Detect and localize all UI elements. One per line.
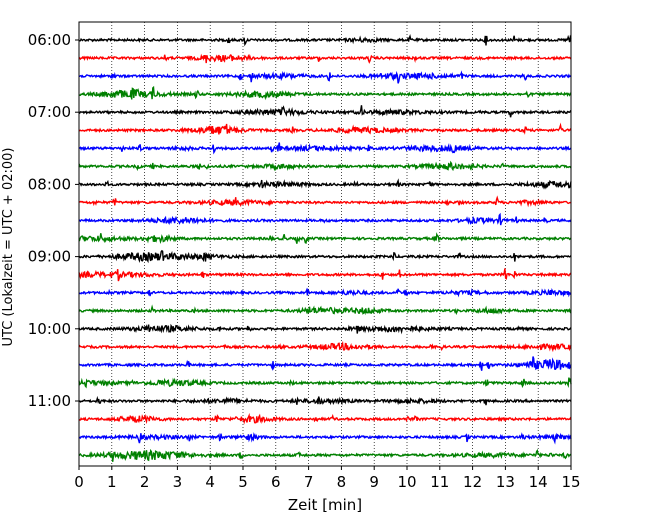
x-tick-label: 2 [140, 473, 150, 491]
trace-row [78, 268, 572, 282]
trace-row [78, 195, 572, 208]
trace-row [78, 412, 572, 425]
trace-row [78, 232, 572, 244]
trace-row [78, 53, 572, 64]
trace-row [78, 448, 572, 462]
x-tick-label: 12 [463, 473, 482, 491]
x-tick-label: 10 [397, 473, 416, 491]
trace-row [78, 105, 572, 118]
y-tick-label: 06:00 [28, 31, 71, 49]
x-axis-ticks: 0 1 2 3 4 5 6 7 8 9 10 11 12 13 14 15 [74, 466, 581, 491]
vertical-grid [111, 22, 539, 466]
x-tick-label: 11 [430, 473, 449, 491]
x-tick-label: 15 [561, 473, 580, 491]
x-tick-label: 1 [107, 473, 117, 491]
y-tick-label: 09:00 [28, 248, 71, 266]
plot-frame [78, 21, 572, 467]
axes-box [78, 21, 572, 467]
trace-row [78, 33, 572, 47]
x-tick-label: 5 [238, 473, 248, 491]
y-axis-label: UTC (Lokalzeit = UTC + 02:00) [1, 148, 16, 347]
y-tick-label: 10:00 [28, 320, 71, 338]
trace-row [78, 395, 572, 406]
trace-row [78, 432, 572, 445]
x-tick-label: 14 [529, 473, 548, 491]
trace-row [78, 85, 572, 101]
traces [78, 33, 572, 462]
trace-row [78, 287, 572, 298]
trace-row [78, 323, 572, 335]
trace-row [78, 142, 572, 155]
trace-row [78, 340, 572, 353]
trace-row [78, 212, 572, 226]
y-axis-ticks: 06:00 07:00 08:00 09:00 10:00 11:00 [28, 31, 79, 410]
trace-row [78, 304, 572, 316]
y-tick-label: 08:00 [28, 175, 71, 193]
trace-row [78, 178, 572, 190]
x-axis-label: Zeit [min] [288, 496, 362, 514]
x-tick-label: 3 [173, 473, 183, 491]
trace-row [78, 160, 572, 172]
trace-row [78, 249, 572, 264]
x-tick-label: 13 [496, 473, 515, 491]
x-tick-label: 6 [271, 473, 281, 491]
x-tick-label: 9 [369, 473, 379, 491]
y-tick-label: 11:00 [28, 392, 71, 410]
x-tick-label: 8 [337, 473, 347, 491]
x-tick-label: 7 [304, 473, 314, 491]
y-tick-label: 07:00 [28, 103, 71, 121]
trace-row [78, 122, 572, 135]
trace-row [78, 377, 572, 389]
x-tick-label: 4 [205, 473, 215, 491]
trace-row [78, 356, 572, 372]
trace-row [78, 70, 572, 84]
x-tick-label: 0 [74, 473, 84, 491]
